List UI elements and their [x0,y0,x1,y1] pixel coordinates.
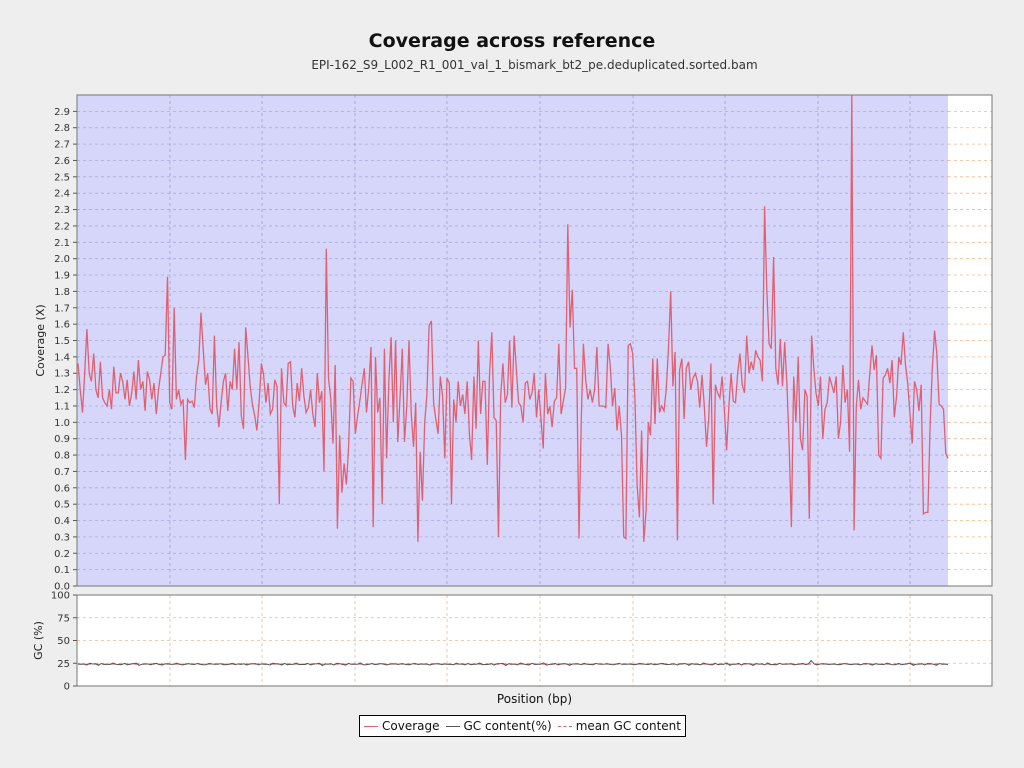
coverage-y-tick-label: 2.9 [54,107,70,118]
chart-title: Coverage across reference [368,30,656,52]
coverage-y-tick-label: 1.1 [54,401,70,412]
coverage-y-tick-label: 2.1 [54,238,70,249]
coverage-y-tick-label: 0.5 [54,500,70,511]
coverage-y-tick-label: 1.9 [54,271,70,282]
gc-y-axis-label: GC (%) [32,621,45,660]
gc-plot-border [76,594,993,687]
coverage-y-tick-label: 1.3 [54,369,70,380]
gc-y-tick-label: 50 [57,636,70,647]
legend-swatch-gc-content [445,725,460,727]
chart-canvas: 0.0 0.1 0.2 0.3 0.4 0.5 0.6 0.7 0.8 0.9 1.0 1.1 1.2 1… [32,94,993,693]
coverage-y-tick-label: 2.2 [54,221,70,232]
gc-y-tick-label: 0 [64,682,70,693]
coverage-y-tick-label: 2.8 [54,123,70,134]
legend: Coverage GC content(%) mean GC content [359,715,686,737]
legend-label-mean-gc: mean GC content [575,719,681,733]
coverage-y-tick-label: 0.3 [54,532,70,543]
coverage-y-tick-label: 1.0 [54,418,70,429]
coverage-plot-border [76,94,993,587]
x-axis-label: Position (bp) [496,692,573,706]
coverage-y-axis-label: Coverage (X) [34,304,47,376]
gc-content-line [77,659,949,667]
coverage-y-tick-label: 0.9 [54,434,70,445]
coverage-series-line [77,94,949,542]
coverage-y-tick-label: 0.0 [54,582,70,593]
coverage-y-tick-label: 1.4 [54,352,70,363]
legend-item-coverage: Coverage [364,719,440,733]
coverage-y-tick-label: 0.4 [54,516,70,527]
coverage-y-tick-label: 0.2 [54,549,70,560]
legend-swatch-mean-gc [557,725,572,727]
coverage-y-tick-label: 2.3 [54,205,70,216]
coverage-y-tick-label: 1.7 [54,303,70,314]
coverage-y-tick-label: 2.0 [54,254,70,265]
coverage-y-tick-label: 1.5 [54,336,70,347]
coverage-y-tick-label: 1.8 [54,287,70,298]
gc-y-tick-label: 25 [57,659,70,670]
coverage-y-tick-label: 0.7 [54,467,70,478]
coverage-y-tick-label: 1.6 [54,320,70,331]
coverage-y-tick-label: 1.2 [54,385,70,396]
coverage-y-tick-label: 2.5 [54,172,70,183]
legend-label-coverage: Coverage [382,719,440,733]
legend-item-mean-gc: mean GC content [557,719,681,733]
coverage-y-tick-label: 0.6 [54,483,70,494]
coverage-y-tick-label: 0.8 [54,451,70,462]
coverage-y-tick-label: 0.1 [54,565,70,576]
coverage-y-tick-label: 2.6 [54,156,70,167]
coverage-y-tick-label: 2.4 [54,189,70,200]
gc-y-tick-label: 100 [51,591,70,602]
legend-label-gc-content: GC content(%) [463,719,552,733]
gc-y-tick-label: 75 [57,613,70,624]
coverage-y-tick-label: 2.7 [54,140,70,151]
legend-item-gc-content: GC content(%) [445,719,552,733]
legend-swatch-coverage [364,725,378,727]
chart-subtitle: EPI-162_S9_L002_R1_001_val_1_bismark_bt2… [311,58,758,72]
